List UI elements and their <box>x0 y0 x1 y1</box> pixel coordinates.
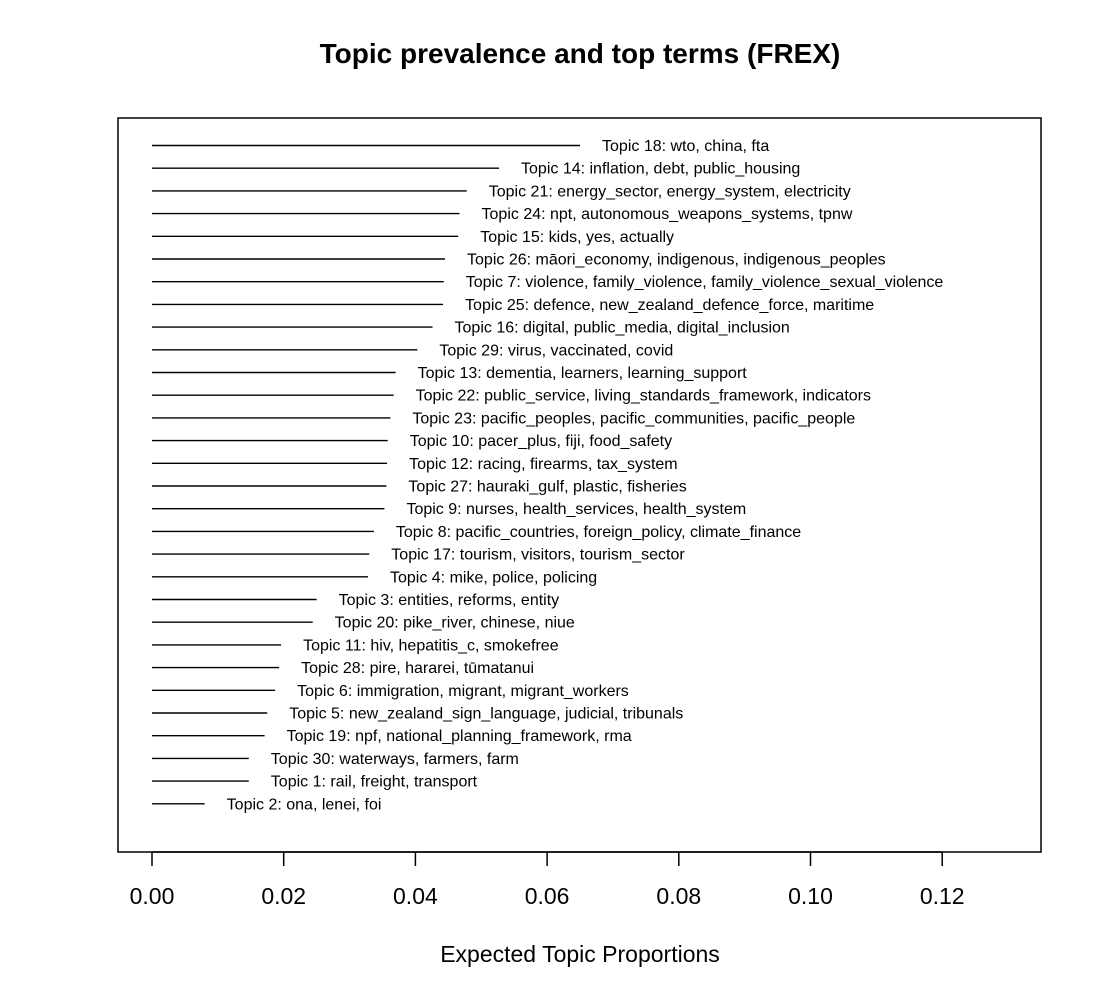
topic-label: Topic 22: public_service, living_standar… <box>416 388 871 405</box>
topic-label: Topic 18: wto, china, fta <box>602 138 769 155</box>
topic-label: Topic 29: virus, vaccinated, covid <box>439 342 673 359</box>
topic-label: Topic 8: pacific_countries, foreign_poli… <box>396 524 801 541</box>
x-axis-ticks: 0.00 0.02 0.04 0.06 0.08 0.10 0.12 <box>130 852 965 909</box>
topic-label: Topic 27: hauraki_gulf, plastic, fisheri… <box>408 479 686 496</box>
topic-label: Topic 25: defence, new_zealand_defence_f… <box>465 297 874 314</box>
topic-label: Topic 11: hiv, hepatitis_c, smokefree <box>303 637 559 654</box>
topic-label: Topic 12: racing, firearms, tax_system <box>409 456 678 473</box>
topic-label: Topic 4: mike, police, policing <box>390 569 597 586</box>
x-tick-label: 0.04 <box>393 883 438 909</box>
topic-label: Topic 3: entities, reforms, entity <box>339 592 560 609</box>
topic-label: Topic 21: energy_sector, energy_system, … <box>489 183 851 200</box>
topic-label: Topic 17: tourism, visitors, tourism_sec… <box>391 547 685 564</box>
x-tick-label: 0.12 <box>920 883 965 909</box>
topic-label: Topic 10: pacer_plus, fiji, food_safety <box>410 433 672 450</box>
x-tick-label: 0.10 <box>788 883 833 909</box>
topic-label: Topic 30: waterways, farmers, farm <box>271 751 519 768</box>
topic-label: Topic 2: ona, lenei, foi <box>227 796 382 813</box>
topic-lines: Topic 18: wto, china, fta Topic 14: infla… <box>152 138 943 813</box>
topic-label: Topic 24: npt, autonomous_weapons_system… <box>482 206 853 223</box>
topic-label: Topic 13: dementia, learners, learning_s… <box>418 365 748 382</box>
topic-label: Topic 26: māori_economy, indigenous, ind… <box>467 252 886 269</box>
x-tick-label: 0.08 <box>656 883 701 909</box>
topic-label: Topic 7: violence, family_violence, fami… <box>466 274 944 291</box>
topic-label: Topic 6: immigration, migrant, migrant_w… <box>297 683 629 700</box>
topic-label: Topic 5: new_zealand_sign_language, judi… <box>289 706 683 723</box>
x-tick-label: 0.00 <box>130 883 175 909</box>
topic-label: Topic 28: pire, hararei, tūmatanui <box>301 660 534 677</box>
topic-label: Topic 16: digital, public_media, digital… <box>455 320 790 337</box>
x-axis-title: Expected Topic Proportions <box>440 941 720 967</box>
chart-title: Topic prevalence and top terms (FREX) <box>319 38 841 69</box>
x-tick-label: 0.02 <box>261 883 306 909</box>
x-tick-label: 0.06 <box>525 883 570 909</box>
topic-label: Topic 14: inflation, debt, public_housin… <box>521 161 800 178</box>
topic-label: Topic 19: npf, national_planning_framewo… <box>287 728 632 745</box>
topic-label: Topic 23: pacific_peoples, pacific_commu… <box>412 410 855 427</box>
topic-label: Topic 1: rail, freight, transport <box>271 774 478 791</box>
topic-label: Topic 15: kids, yes, actually <box>480 229 674 246</box>
topic-label: Topic 9: nurses, health_services, health… <box>406 501 746 518</box>
topic-label: Topic 20: pike_river, chinese, niue <box>335 615 575 632</box>
